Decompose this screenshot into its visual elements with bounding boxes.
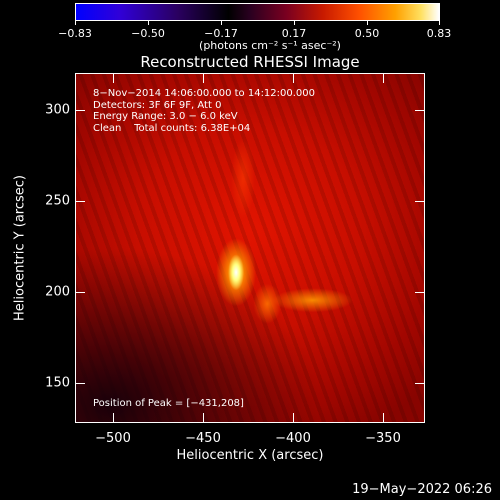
x-tick [383, 73, 384, 83]
y-tick [75, 292, 85, 293]
x-tick [113, 413, 114, 423]
detectors-info: Detectors: 3F 6F 9F, Att 0 [93, 99, 222, 111]
colorbar-tick [148, 21, 149, 25]
y-tick-label: 300 [45, 102, 70, 118]
y-tick [75, 110, 85, 111]
y-tick [415, 201, 425, 202]
timestamp: 19−May−2022 06:26 [352, 482, 492, 497]
y-tick [75, 201, 85, 202]
x-tick [113, 73, 114, 83]
colorbar-label: −0.17 [204, 27, 238, 40]
x-tick-label: −350 [365, 431, 401, 446]
x-tick [203, 413, 204, 423]
y-tick-label: 200 [45, 284, 70, 300]
x-tick [203, 73, 204, 83]
y-tick-label: 150 [45, 375, 70, 391]
colorbar-label: 0.17 [281, 27, 307, 40]
x-tick [293, 413, 294, 423]
observation-annotation: 8−Nov−2014 14:06:00.000 to 14:12:00.000 … [93, 88, 315, 134]
colorbar-label: 0.83 [426, 27, 452, 40]
colorbar-tick [75, 21, 76, 25]
colorbar-tick [294, 21, 295, 25]
y-tick-label: 250 [45, 193, 70, 209]
image-title: Reconstructed RHESSI Image [140, 53, 360, 71]
y-tick [415, 292, 425, 293]
x-tick-label: −400 [275, 431, 311, 446]
x-tick [293, 73, 294, 83]
x-tick-label: −500 [95, 431, 131, 446]
y-tick [415, 383, 425, 384]
colorbar-tick [367, 21, 368, 25]
colorbar-units: (photons cm⁻² s⁻¹ asec⁻²) [199, 39, 341, 52]
colorbar-label: −0.83 [58, 27, 92, 40]
y-tick [415, 110, 425, 111]
y-tick [75, 383, 85, 384]
colorbar [75, 3, 440, 21]
colorbar-tick [221, 21, 222, 25]
solar-image [75, 73, 425, 423]
y-axis-label: Heliocentric Y (arcsec) [12, 175, 28, 321]
colorbar-label: −0.50 [131, 27, 165, 40]
x-axis-label: Heliocentric X (arcsec) [176, 448, 324, 463]
colorbar-label: 0.50 [354, 27, 380, 40]
x-tick [383, 413, 384, 423]
method-counts: Clean Total counts: 6.38E+04 [93, 122, 251, 134]
colorbar-tick [439, 21, 440, 25]
time-range: 8−Nov−2014 14:06:00.000 to 14:12:00.000 [93, 88, 316, 99]
x-tick-label: −450 [185, 431, 221, 446]
peak-position: Position of Peak = [−431,208] [93, 398, 244, 409]
energy-range: Energy Range: 3.0 − 6.0 keV [93, 111, 238, 122]
